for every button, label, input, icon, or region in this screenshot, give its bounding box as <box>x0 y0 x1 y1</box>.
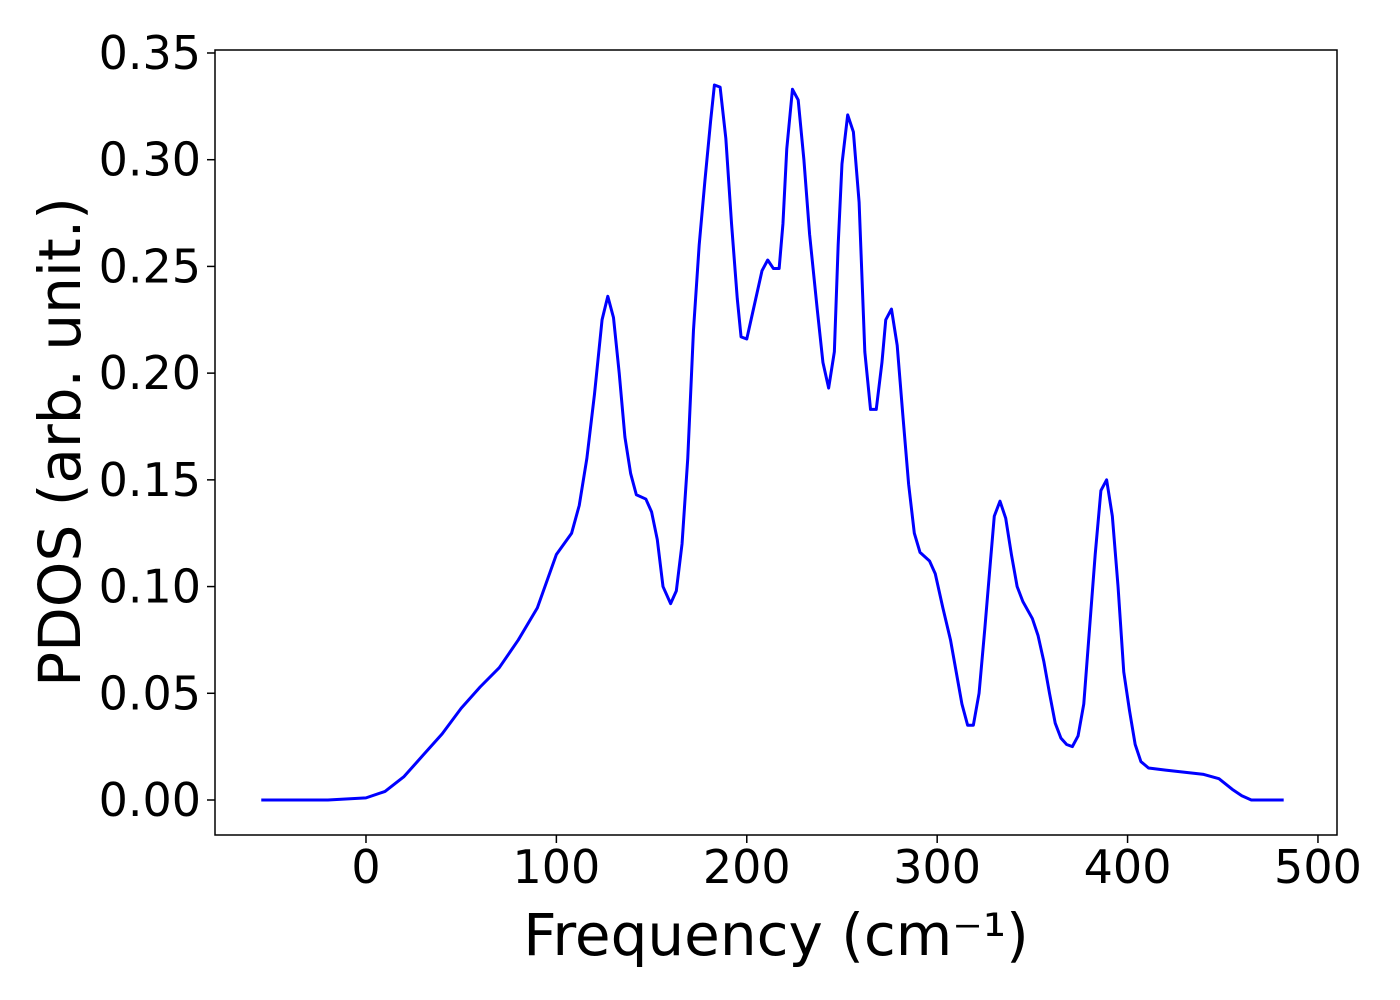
y-tick-label: 0.00 <box>99 773 201 827</box>
line-series <box>261 83 1284 802</box>
x-tick-label: 0 <box>351 840 380 894</box>
y-tick-label: 0.05 <box>99 666 201 720</box>
y-tick-label: 0.25 <box>99 239 201 293</box>
plot-frame <box>214 49 1338 836</box>
y-tick-label: 0.30 <box>99 133 201 187</box>
y-tick-label: 0.20 <box>99 346 201 400</box>
x-tick-label: 100 <box>512 840 600 894</box>
x-tick-label: 500 <box>1274 840 1362 894</box>
x-tick-label: 400 <box>1084 840 1172 894</box>
x-axis-label: Frequency (cm⁻¹) <box>523 901 1029 969</box>
x-tick-label: 200 <box>703 840 791 894</box>
y-tick-label: 0.10 <box>99 560 201 614</box>
x-tick-label: 300 <box>893 840 981 894</box>
y-tick-label: 0.35 <box>99 26 201 80</box>
y-tick-label: 0.15 <box>99 453 201 507</box>
y-axis-label: PDOS (arb. unit.) <box>26 197 94 687</box>
